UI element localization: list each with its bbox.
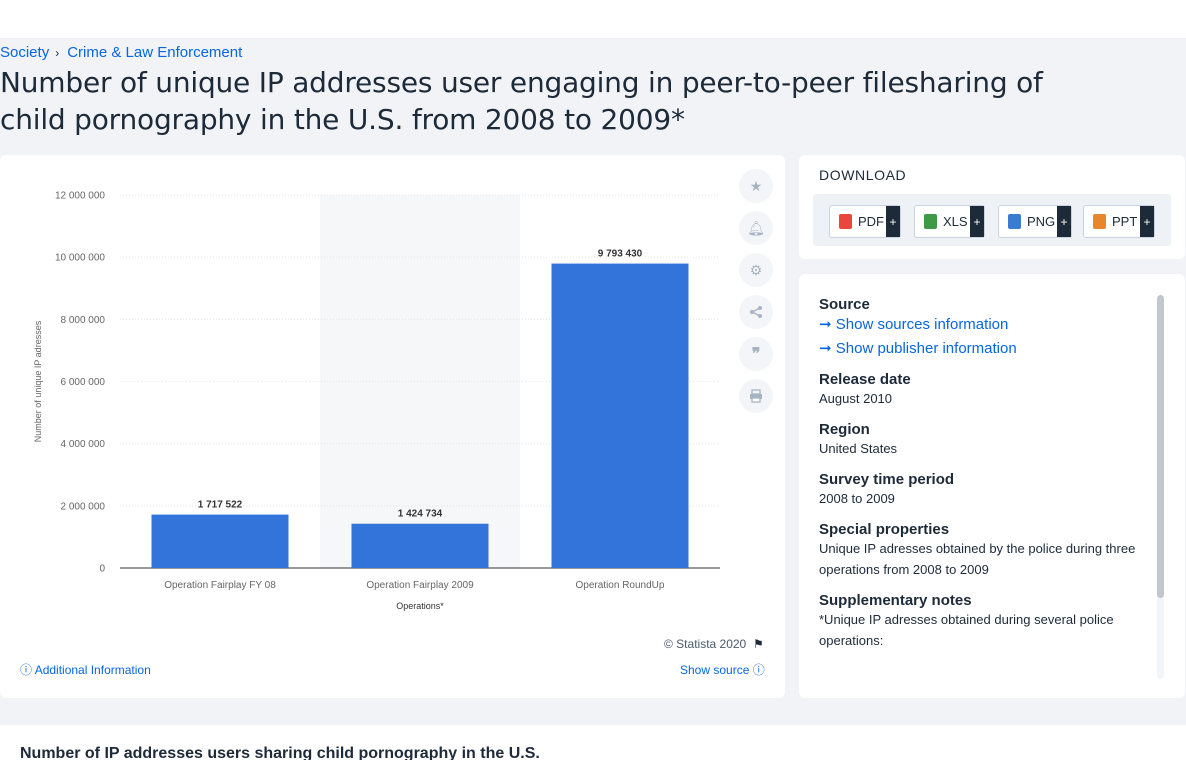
details-scroll-area[interactable]: Source ➞ Show sources information ➞ Show…: [819, 296, 1149, 678]
bar: [351, 523, 489, 568]
plus-icon[interactable]: +: [886, 206, 900, 237]
bar-value-label: 1 717 522: [198, 500, 243, 511]
source-heading: Source: [819, 296, 870, 313]
bar-value-label: 1 424 734: [398, 509, 443, 520]
print-icon[interactable]: [739, 379, 773, 413]
x-category-label: Operation Fairplay FY 08: [164, 580, 276, 591]
show-source-link[interactable]: Show source ⓘ: [680, 661, 765, 678]
y-tick-label: 4 000 000: [61, 439, 106, 450]
y-axis-title: Number of unique IP adresses: [33, 320, 43, 442]
y-tick-label: 6 000 000: [61, 377, 106, 388]
info-icon: ⓘ: [20, 663, 33, 677]
share-icon[interactable]: [739, 295, 773, 329]
ppt-file-icon: [1093, 214, 1106, 229]
related-statistic-card: [0, 725, 1186, 760]
info-icon: ⓘ: [752, 663, 765, 677]
y-tick-label: 0: [99, 564, 105, 575]
y-tick-label: 2 000 000: [61, 501, 106, 512]
x-category-label: Operation RoundUp: [576, 580, 665, 591]
gear-icon[interactable]: ⚙: [739, 253, 773, 287]
breadcrumb-society[interactable]: Society: [0, 44, 50, 61]
plus-icon[interactable]: +: [970, 206, 984, 237]
quote-icon[interactable]: ❞: [739, 337, 773, 371]
additional-information-label: Additional Information: [34, 663, 151, 677]
top-bar: [0, 0, 1186, 38]
release-date-heading: Release date: [819, 371, 911, 388]
download-buttons: PDF + XLS + PNG + PPT +: [813, 194, 1171, 246]
download-png-label: PNG: [1027, 214, 1056, 229]
png-file-icon: [1008, 214, 1021, 229]
breadcrumb-crime[interactable]: Crime & Law Enforcement: [67, 44, 243, 61]
breadcrumb: Society › Crime & Law Enforcement: [0, 44, 242, 61]
download-ppt-button[interactable]: PPT +: [1083, 205, 1155, 238]
show-publisher-label: Show publisher information: [835, 340, 1017, 357]
related-statistic-title[interactable]: Number of IP addresses users sharing chi…: [20, 745, 540, 760]
bell-icon[interactable]: 🔔︎: [739, 211, 773, 245]
special-properties-value: Unique IP adresses obtained by the polic…: [819, 541, 1136, 577]
y-tick-label: 8 000 000: [61, 315, 106, 326]
survey-period-heading: Survey time period: [819, 471, 955, 488]
x-category-label: Operation Fairplay 2009: [366, 580, 474, 591]
supplementary-notes-heading: Supplementary notes: [819, 592, 972, 609]
download-xls-label: XLS: [943, 214, 968, 229]
plus-icon[interactable]: +: [1057, 206, 1071, 237]
pdf-file-icon: [839, 214, 852, 229]
arrow-right-icon: ➞: [819, 340, 832, 357]
show-source-label: Show source: [680, 663, 750, 677]
survey-period-value: 2008 to 2009: [819, 491, 895, 506]
region-heading: Region: [819, 421, 870, 438]
additional-information-link[interactable]: ⓘ Additional Information: [20, 661, 151, 678]
show-sources-label: Show sources information: [835, 316, 1009, 333]
bar-chart: 0 2 000 000 4 000 000 6 000 000 8 000 000 10 …: [33, 191, 720, 611]
x-axis-title: Operations*: [396, 601, 444, 611]
special-properties-heading: Special properties: [819, 521, 950, 538]
bar-value-label: 9 793 430: [598, 249, 643, 260]
scrollbar-thumb[interactable]: [1157, 295, 1164, 598]
flag-icon[interactable]: ⚑: [753, 637, 764, 651]
download-card: DOWNLOAD PDF + XLS + PNG + PPT +: [799, 155, 1185, 259]
xls-file-icon: [924, 214, 937, 229]
statistic-details-card: Source ➞ Show sources information ➞ Show…: [799, 274, 1185, 698]
supplementary-notes-value: *Unique IP adresses obtained during seve…: [819, 612, 1114, 648]
arrow-right-icon: ➞: [819, 316, 832, 333]
download-ppt-label: PPT: [1112, 214, 1138, 229]
download-pdf-button[interactable]: PDF +: [829, 205, 901, 238]
show-publisher-link[interactable]: ➞ Show publisher information: [819, 337, 1149, 361]
download-pdf-label: PDF: [858, 214, 884, 229]
plus-icon[interactable]: +: [1140, 206, 1154, 237]
y-tick-label: 12 000 000: [55, 191, 105, 202]
y-tick-label: 10 000 000: [55, 253, 105, 264]
download-title: DOWNLOAD: [819, 167, 907, 183]
page-title: Number of unique IP addresses user engag…: [0, 66, 1043, 136]
copyright: © Statista 2020: [664, 637, 747, 651]
bar: [151, 514, 289, 568]
chart-tools: ★ 🔔︎ ⚙ ❞: [739, 169, 773, 421]
breadcrumb-separator: ›: [55, 45, 60, 60]
show-sources-link[interactable]: ➞ Show sources information: [819, 313, 1149, 337]
download-png-button[interactable]: PNG +: [998, 205, 1072, 238]
region-value: United States: [819, 441, 898, 456]
release-date-value: August 2010: [819, 391, 893, 406]
download-xls-button[interactable]: XLS +: [914, 205, 985, 238]
bar: [551, 263, 689, 568]
star-icon[interactable]: ★: [739, 169, 773, 203]
